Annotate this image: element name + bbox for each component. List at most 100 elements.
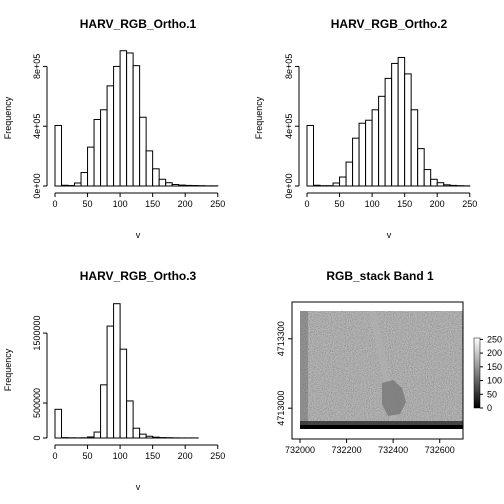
- y-axis: 0e+00 4e+05 8e+05: [32, 54, 48, 199]
- histogram-panel-3: HARV_RGB_Ortho.3 0 50 100 150 200 250 0 500000…: [3, 269, 225, 492]
- histogram-bar: [449, 184, 458, 187]
- histogram-bar: [410, 109, 419, 187]
- histogram-bar: [339, 176, 347, 187]
- y-axis-label: Frequency: [254, 96, 264, 139]
- x-axis-label: v: [136, 482, 141, 492]
- histogram-bar: [61, 184, 69, 187]
- y-axis: 4713000 4713300: [276, 321, 292, 426]
- histogram-bar: [404, 73, 412, 187]
- y-tick-label: 8e+05: [284, 54, 294, 79]
- raster-bottom-edge: [300, 421, 463, 425]
- x-tick-label: 200: [430, 199, 445, 209]
- y-tick-label: 4e+05: [32, 114, 42, 139]
- histogram-bar: [113, 303, 121, 439]
- x-tick-label: 200: [178, 199, 193, 209]
- x-axis: 0 50 100 150 200 250: [304, 192, 477, 209]
- x-tick-label: 250: [210, 199, 225, 209]
- histogram-bar: [371, 109, 380, 187]
- x-axis-label: v: [136, 230, 141, 240]
- histogram-bar: [417, 148, 425, 187]
- bars: [306, 56, 471, 187]
- raster-bottom-nodata: [300, 425, 463, 429]
- legend-colorbar: [473, 337, 481, 409]
- histogram-bar: [74, 182, 82, 187]
- histogram-bar: [430, 178, 438, 187]
- y-tick-label: 0e+00: [32, 173, 42, 198]
- y-tick-label: 4713300: [276, 321, 286, 356]
- histogram-bar: [93, 431, 102, 439]
- y-tick-label: 500000: [32, 388, 42, 418]
- histogram-bar: [436, 182, 445, 187]
- histogram-bar: [100, 109, 108, 187]
- x-axis-label: v: [387, 230, 392, 240]
- histogram-bar: [54, 124, 63, 187]
- x-tick-label: 0: [52, 199, 57, 209]
- histogram-bar: [126, 400, 134, 439]
- histogram-bar: [423, 169, 432, 187]
- histogram-bar: [306, 124, 315, 187]
- histogram-bar: [87, 146, 95, 187]
- histogram-bar: [113, 65, 121, 187]
- histogram-bar: [384, 77, 393, 187]
- histogram-bar: [119, 50, 128, 187]
- histogram-bar: [54, 408, 63, 439]
- histogram-bar: [165, 182, 173, 187]
- y-tick-label: 8e+05: [32, 54, 42, 79]
- x-tick-label: 200: [178, 451, 193, 461]
- histogram-bar: [178, 184, 186, 187]
- histogram-bar: [119, 348, 128, 439]
- x-axis: 0 50 100 150 200 250: [52, 444, 225, 461]
- raster-feature-dark: [382, 380, 406, 416]
- legend-tick-label: 50: [487, 389, 497, 399]
- legend-ticks: 0 50 100 150 200 250: [480, 334, 502, 413]
- histogram-bar: [139, 433, 147, 439]
- x-tick-label: 150: [145, 199, 160, 209]
- histogram-panel-2: HARV_RGB_Ortho.2 0 50 100 150 200 250 0e+00 4e…: [254, 17, 477, 240]
- histogram-bar: [171, 184, 180, 187]
- histogram-bar: [443, 184, 451, 187]
- x-tick-label: 100: [113, 199, 128, 209]
- x-axis: 732000 732200 732400 732600: [285, 439, 455, 455]
- legend-tick-label: 150: [487, 362, 502, 372]
- y-tick-label: 1500000: [32, 316, 42, 351]
- raster-panel: RGB_stack Band 1 732000 732200 732400 73260…: [276, 269, 502, 455]
- histogram-bar: [100, 384, 108, 439]
- y-tick-label: 0e+00: [284, 173, 294, 198]
- histogram-bar: [126, 52, 134, 187]
- histogram-bar: [87, 436, 95, 439]
- x-tick-label: 100: [365, 199, 380, 209]
- bars: [54, 50, 219, 187]
- chart-title: HARV_RGB_Ortho.2: [331, 17, 448, 31]
- chart-title: RGB_stack Band 1: [326, 269, 434, 283]
- histogram-bar: [132, 427, 141, 439]
- histogram-bar: [352, 137, 360, 187]
- y-axis-label: Frequency: [3, 348, 13, 391]
- histogram-bar: [145, 150, 154, 187]
- histogram-bar: [158, 178, 167, 187]
- y-tick-label: 4713000: [276, 391, 286, 426]
- x-tick-label: 150: [145, 451, 160, 461]
- histogram-bar: [332, 182, 341, 187]
- y-axis: 0 500000 1500000: [32, 316, 48, 441]
- histogram-bar: [397, 56, 406, 187]
- x-tick-label: 250: [462, 199, 477, 209]
- x-tick-label: 732600: [425, 445, 455, 455]
- color-legend: 0 50 100 150 200 250: [473, 334, 502, 413]
- y-tick-label: 0: [32, 435, 42, 440]
- raster-frame: [291, 301, 464, 440]
- histogram-bar: [152, 436, 160, 439]
- chart-title: HARV_RGB_Ortho.3: [80, 269, 197, 283]
- histogram-bar: [106, 325, 115, 439]
- x-tick-label: 250: [210, 451, 225, 461]
- x-tick-label: 0: [304, 199, 309, 209]
- x-tick-label: 100: [113, 451, 128, 461]
- y-tick-label: 4e+05: [284, 114, 294, 139]
- x-tick-label: 50: [335, 199, 345, 209]
- x-tick-label: 0: [52, 451, 57, 461]
- y-axis-label: Frequency: [3, 96, 13, 139]
- legend-tick-label: 0: [487, 403, 492, 413]
- y-axis: 0e+00 4e+05 8e+05: [284, 54, 300, 199]
- histogram-bar: [106, 85, 115, 187]
- x-axis: 0 50 100 150 200 250: [52, 192, 225, 209]
